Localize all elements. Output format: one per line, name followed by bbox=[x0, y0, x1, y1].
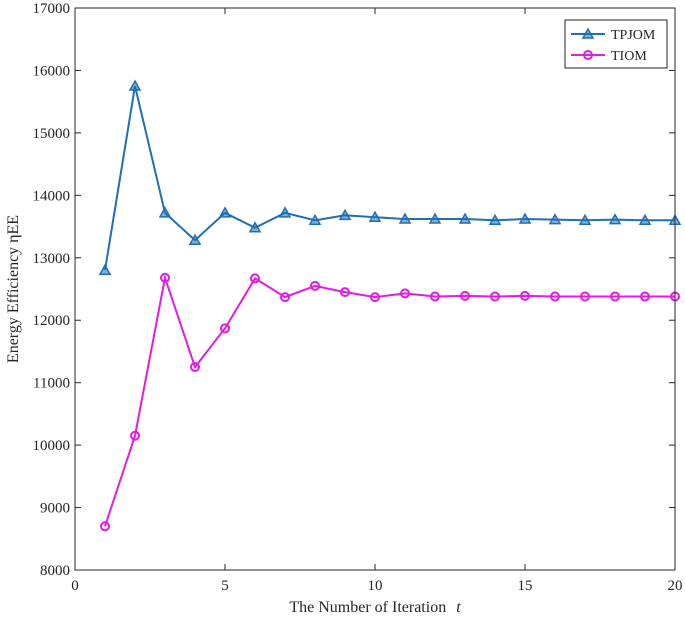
legend-marker-triangle-tpjom bbox=[581, 27, 595, 39]
data-point-tpjom bbox=[488, 213, 502, 226]
x-axis-label-variable: t bbox=[456, 599, 461, 616]
y-tick-label: 17000 bbox=[33, 1, 71, 17]
data-point-tiom bbox=[370, 292, 380, 303]
data-point-tpjom bbox=[248, 221, 262, 233]
y-tick-label: 14000 bbox=[33, 188, 71, 204]
data-point-tiom bbox=[310, 280, 320, 291]
data-point-tiom bbox=[610, 291, 620, 302]
series-line-tpjom bbox=[104, 85, 675, 271]
data-point-tiom bbox=[160, 272, 170, 283]
x-tick-label: 15 bbox=[518, 578, 533, 594]
data-point-tpjom bbox=[608, 213, 622, 225]
data-point-tpjom bbox=[518, 212, 532, 224]
data-point-tpjom bbox=[278, 206, 292, 218]
y-tick-label: 16000 bbox=[33, 63, 71, 79]
data-point-tiom bbox=[190, 362, 200, 373]
legend: TPJOM TIOM bbox=[564, 19, 668, 69]
y-tick-label: 13000 bbox=[33, 251, 71, 267]
legend-label-tiom: TIOM bbox=[611, 49, 647, 64]
data-point-tpjom bbox=[338, 208, 352, 221]
data-point-tiom bbox=[250, 273, 260, 284]
data-point-tpjom bbox=[128, 79, 142, 91]
plot-frame bbox=[74, 7, 676, 571]
data-point-tiom bbox=[430, 291, 440, 302]
data-point-tpjom bbox=[98, 263, 112, 276]
y-tick-label: 10000 bbox=[33, 438, 71, 454]
data-point-tiom bbox=[280, 292, 290, 303]
legend-marker-circle-tiom bbox=[583, 50, 593, 60]
data-point-tiom bbox=[100, 521, 110, 532]
x-axis: 0 5 10 15 20 bbox=[71, 8, 683, 594]
x-tick-label: 10 bbox=[368, 578, 383, 594]
legend-entry-tpjom: TPJOM bbox=[571, 27, 656, 43]
y-tick-label: 11000 bbox=[33, 376, 70, 392]
data-point-tpjom bbox=[368, 210, 382, 222]
legend-label-tpjom: TPJOM bbox=[611, 28, 656, 43]
data-point-tiom bbox=[340, 287, 350, 298]
data-point-tpjom bbox=[218, 206, 232, 218]
data-point-tiom bbox=[220, 323, 230, 334]
y-tick-label: 8000 bbox=[40, 563, 70, 579]
y-tick-label: 9000 bbox=[40, 501, 70, 517]
data-point-tpjom bbox=[578, 213, 592, 226]
y-tick-label: 12000 bbox=[33, 313, 71, 329]
series-layer bbox=[98, 79, 682, 532]
data-point-tiom bbox=[520, 290, 530, 301]
series-tpjom bbox=[98, 79, 682, 276]
data-point-tpjom bbox=[158, 206, 172, 218]
data-point-tiom bbox=[460, 290, 470, 301]
data-point-tiom bbox=[130, 430, 140, 441]
data-point-tpjom bbox=[638, 213, 652, 226]
y-tick-label: 15000 bbox=[33, 126, 71, 142]
legend-box bbox=[564, 19, 668, 69]
x-axis-label-text: The Number of Iteration bbox=[289, 599, 446, 616]
x-tick-label: 5 bbox=[221, 578, 229, 594]
data-point-tpjom bbox=[428, 212, 442, 224]
series-line-tiom bbox=[104, 273, 675, 527]
y-axis-label: Energy Efficiency ηEE bbox=[5, 215, 22, 363]
data-point-tiom bbox=[640, 291, 650, 302]
data-point-tiom bbox=[580, 291, 590, 302]
data-point-tpjom bbox=[188, 233, 202, 246]
data-point-tpjom bbox=[458, 212, 472, 224]
data-point-tpjom bbox=[548, 213, 562, 225]
x-tick-label: 20 bbox=[668, 578, 683, 594]
data-point-tiom bbox=[490, 291, 500, 302]
x-axis-label: The Number of Iteration t bbox=[289, 599, 461, 616]
data-point-tiom bbox=[400, 288, 410, 299]
series-tiom bbox=[100, 272, 680, 532]
legend-entry-tiom: TIOM bbox=[571, 49, 647, 64]
y-axis: 8000 9000 10000 11000 12000 13000 14000 15000 16… bbox=[33, 1, 675, 579]
x-tick-label: 0 bbox=[71, 578, 79, 594]
data-point-tpjom bbox=[308, 213, 322, 226]
data-point-tpjom bbox=[398, 212, 412, 224]
data-point-tiom bbox=[550, 291, 560, 302]
